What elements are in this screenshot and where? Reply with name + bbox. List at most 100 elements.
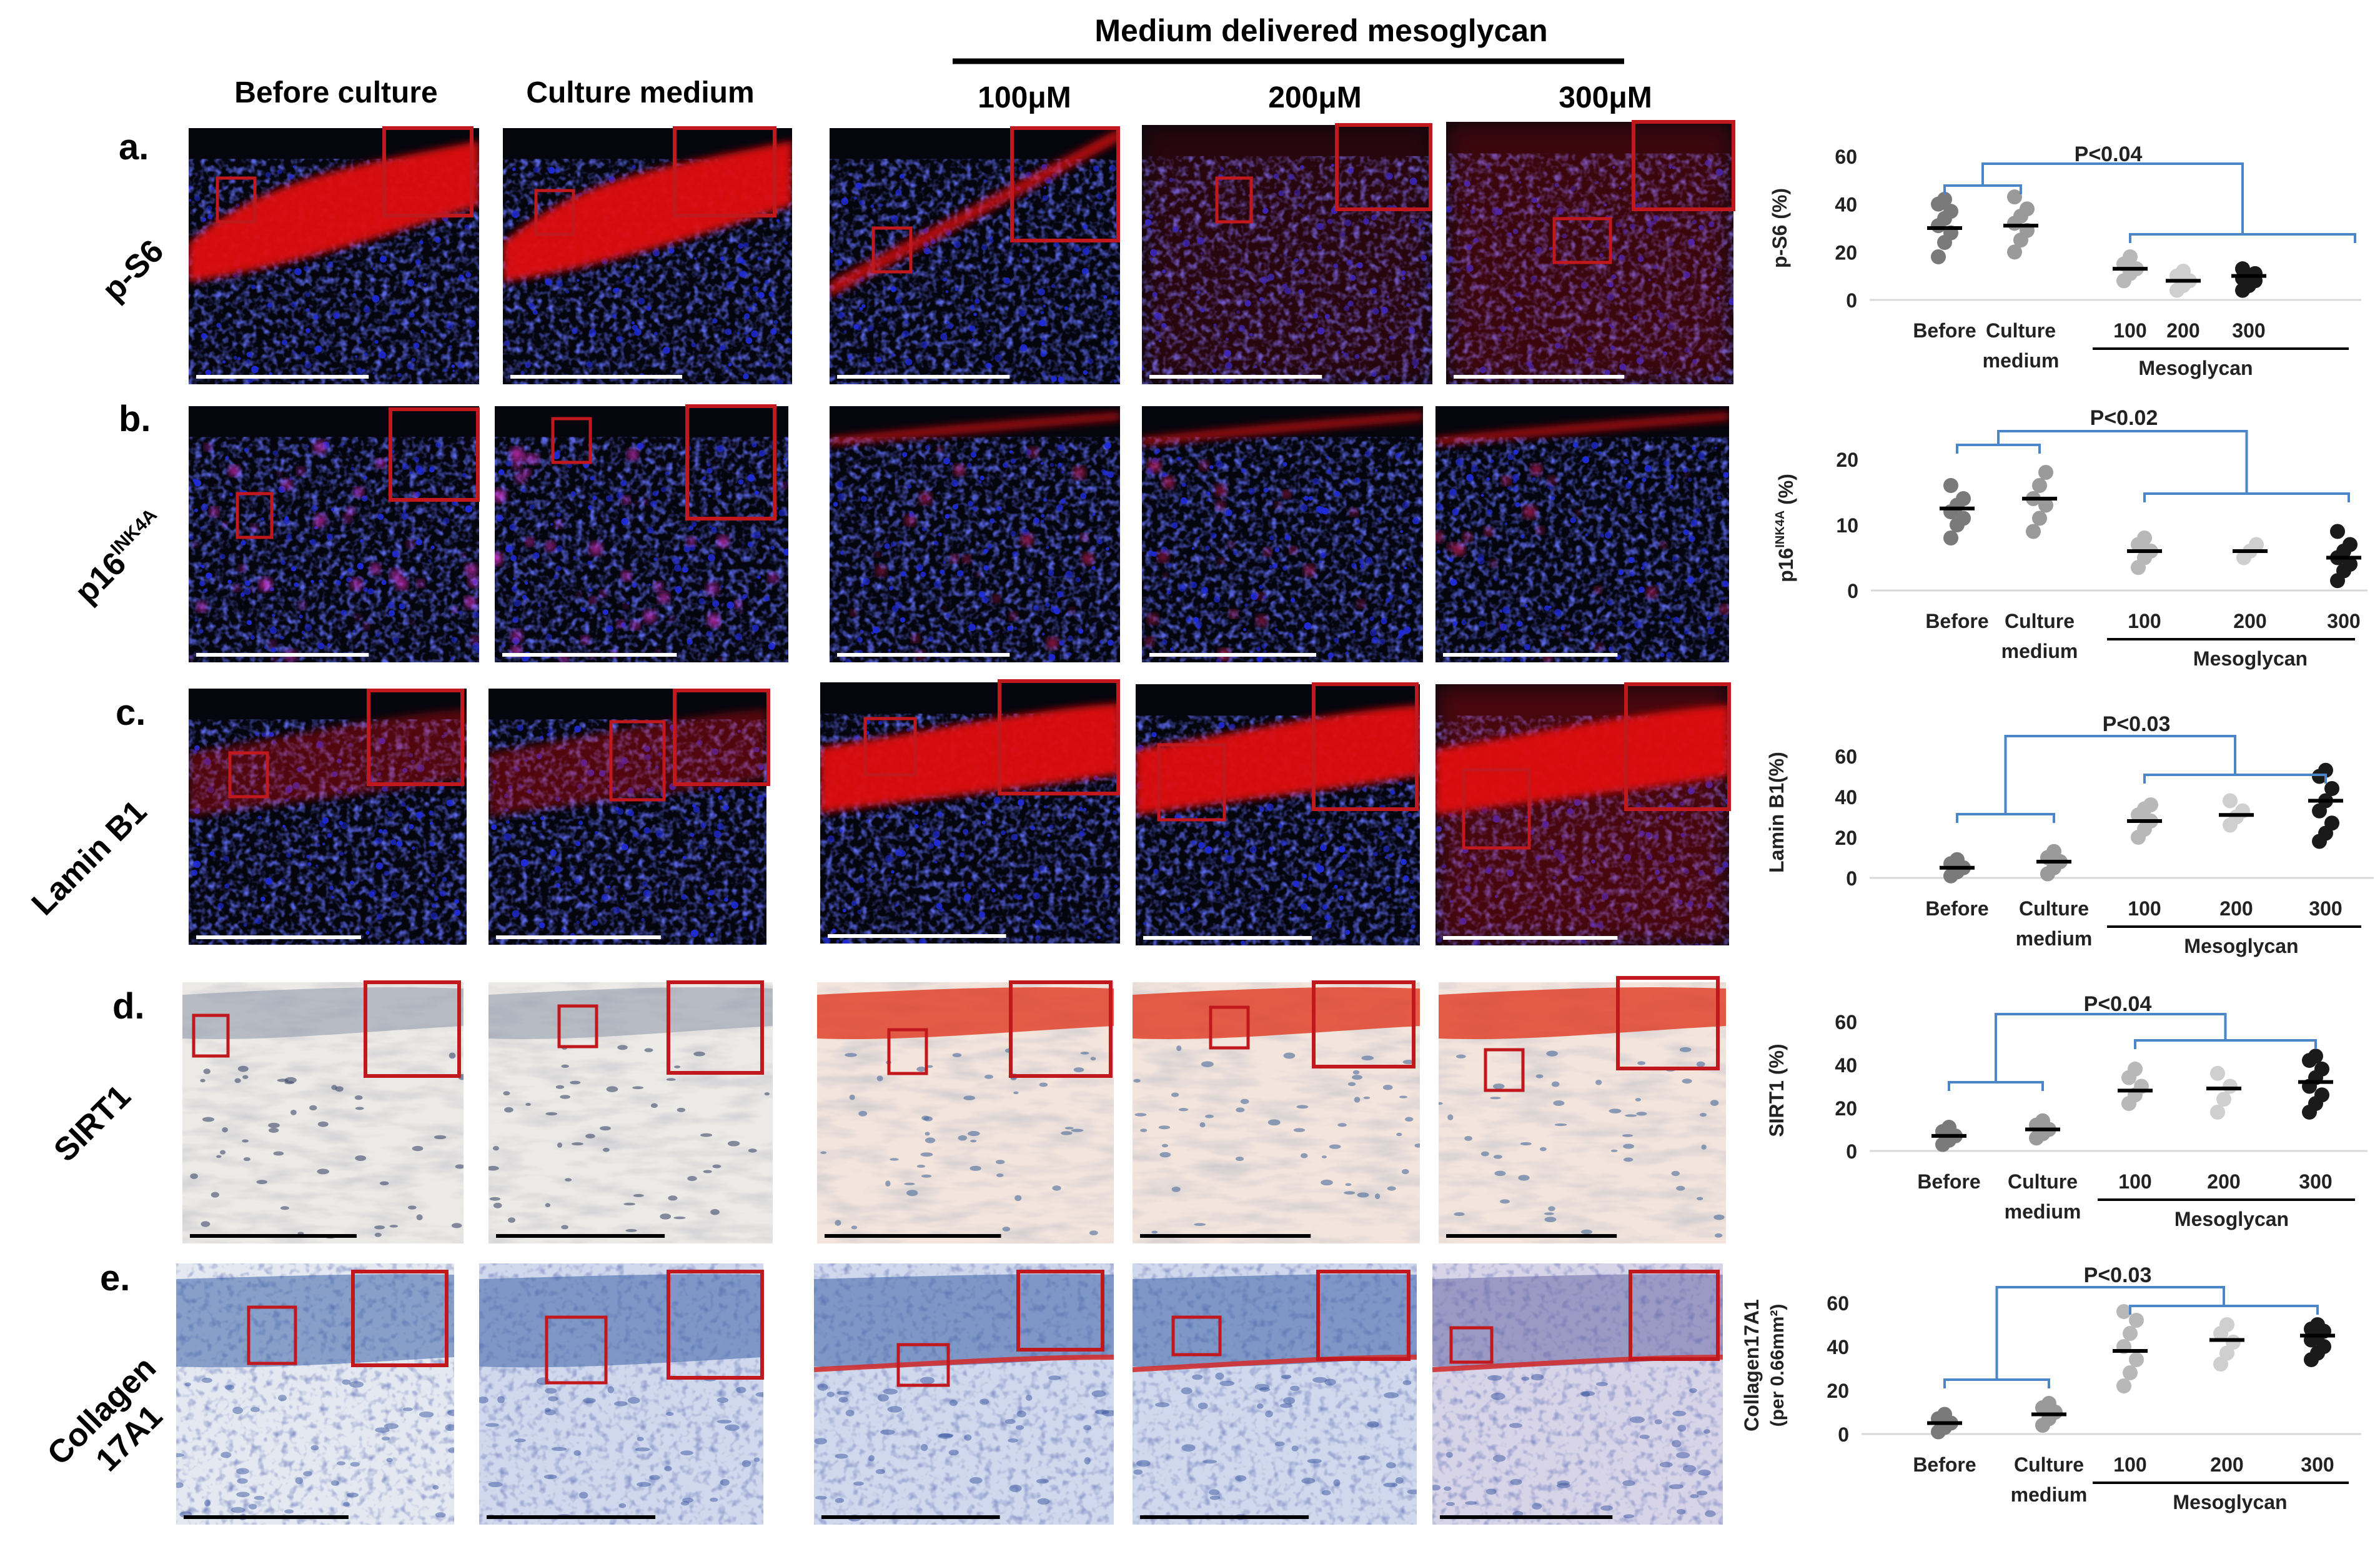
main-group-header: Medium delivered mesoglycan: [1094, 13, 1547, 48]
data-point: [2041, 1396, 2056, 1411]
panel-row4-col3: [1133, 1263, 1417, 1525]
category-label: Before: [1913, 1453, 1976, 1476]
chart-1: 0 10 20 p16INK4A (%) Before Culture medium 100 2…: [1773, 406, 2368, 670]
row-letter-3: d.: [112, 986, 145, 1027]
inset-box: [1312, 682, 1419, 811]
significance-bracket: [1948, 1013, 2317, 1091]
data-point: [1937, 1407, 1952, 1422]
y-axis-label: Collagen17A1: [1740, 1299, 1763, 1432]
group-label: Mesoglycan: [2138, 357, 2253, 379]
category-label-line2: medium: [2001, 640, 2078, 662]
inset-box: [667, 1270, 764, 1380]
group-label: Mesoglycan: [2173, 1491, 2287, 1513]
panel-row1-col3: [1142, 406, 1423, 662]
column-header-1: Culture medium: [526, 76, 754, 109]
data-point: [2038, 465, 2053, 480]
data-point: [2032, 511, 2047, 526]
panel-row4-col4: [1432, 1263, 1723, 1525]
panel-row0-col1: [503, 126, 792, 384]
data-point: [2123, 1326, 2138, 1341]
data-point: [2137, 530, 2152, 545]
chart-0: 0 20 40 60 p-S6 (%) Before Culture medium 100 200…: [1768, 142, 2361, 379]
column-header-3: 200μM: [1268, 81, 1361, 114]
data-point: [2343, 537, 2358, 552]
panel-row0-col3: [1142, 123, 1432, 384]
data-point: [2046, 844, 2061, 859]
data-point: [1943, 478, 1958, 493]
category-label: Before: [1925, 610, 1988, 632]
inset-box: [1312, 980, 1416, 1068]
category-label: 300: [2327, 610, 2360, 632]
category-label-line2: medium: [1983, 349, 2060, 372]
data-point: [1943, 204, 1958, 219]
data-point: [2324, 781, 2339, 796]
row-letter-2: c.: [116, 692, 146, 733]
region-box: [1462, 768, 1531, 850]
group-label: Mesoglycan: [2174, 1208, 2289, 1230]
y-tick-label: 0: [1846, 1140, 1857, 1163]
category-label: Before: [1925, 897, 1988, 920]
y-axis-label-unit: (per 0.66mm²): [1767, 1304, 1788, 1427]
inset-box: [1616, 976, 1720, 1070]
inset-box: [351, 1270, 449, 1367]
significance-bracket: [1956, 735, 2327, 823]
region-box: [236, 492, 274, 539]
category-label: Culture: [2008, 1170, 2078, 1193]
category-label: 200: [2210, 1453, 2243, 1476]
y-tick-label: 20: [1827, 1380, 1849, 1402]
panel-row0-col0: [189, 126, 479, 384]
category-label: 200: [2233, 610, 2266, 632]
row-letter-0: a.: [119, 127, 149, 167]
svg-text:p16INK4A: p16INK4A: [67, 505, 173, 610]
category-label: 200: [2207, 1170, 2240, 1193]
column-header-0: Before culture: [234, 76, 437, 109]
y-tick-label: 0: [1846, 867, 1857, 890]
data-point: [2007, 244, 2022, 260]
p-value-label: P<0.04: [2075, 142, 2143, 166]
y-axis-label: SIRT1 (%): [1765, 1043, 1788, 1137]
data-point: [1950, 852, 1965, 867]
region-box: [247, 1305, 297, 1365]
data-point: [2219, 1345, 2234, 1361]
data-point: [1937, 192, 1952, 207]
column-header-4: 300μM: [1559, 81, 1652, 114]
panel-row4-col0: [176, 1263, 454, 1525]
region-box: [192, 1014, 230, 1058]
category-label: Before: [1917, 1170, 1980, 1193]
category-label: 100: [2118, 1170, 2151, 1193]
category-label: Culture: [2005, 610, 2075, 632]
category-label: 300: [2301, 1453, 2334, 1476]
data-point: [2116, 1378, 2131, 1393]
panel-row3-col3: [1133, 980, 1420, 1243]
data-point: [2316, 1339, 2331, 1354]
chart-4: 0 20 40 60 Collagen17A1 (per 0.66mm²) Before Cu…: [1740, 1263, 2361, 1513]
region-box: [1171, 1315, 1222, 1357]
inset-box: [382, 126, 474, 217]
category-label-line2: medium: [2005, 1200, 2081, 1223]
inset-box: [389, 407, 480, 502]
category-label: 100: [2128, 897, 2161, 920]
y-axis-label: Lamin B1(%): [1765, 752, 1788, 873]
data-point: [2310, 1317, 2325, 1332]
p-value-label: P<0.03: [2084, 1263, 2152, 1287]
svg-text:Lamin B1: Lamin B1: [25, 794, 154, 923]
y-tick-label: 60: [1835, 745, 1857, 768]
data-point: [2129, 1352, 2144, 1367]
region-box: [557, 1004, 598, 1048]
category-label: Culture: [2019, 897, 2089, 920]
region-box: [1209, 1005, 1250, 1050]
y-tick-label: 10: [1836, 514, 1858, 537]
panel-row4-col1: [479, 1263, 764, 1525]
category-label-line2: medium: [2016, 927, 2093, 950]
data-point: [2123, 249, 2138, 264]
region-box: [896, 1343, 950, 1387]
data-point: [1956, 491, 1971, 506]
panel-row0-col2: [830, 126, 1120, 384]
panel-row3-col0: [182, 980, 464, 1243]
category-label: 300: [2232, 319, 2265, 342]
data-point: [2210, 1104, 2225, 1120]
row-marker-label-2: Lamin B1: [25, 794, 154, 923]
column-headers: Before culture Culture medium 100μM 200μM 30…: [234, 76, 1652, 114]
